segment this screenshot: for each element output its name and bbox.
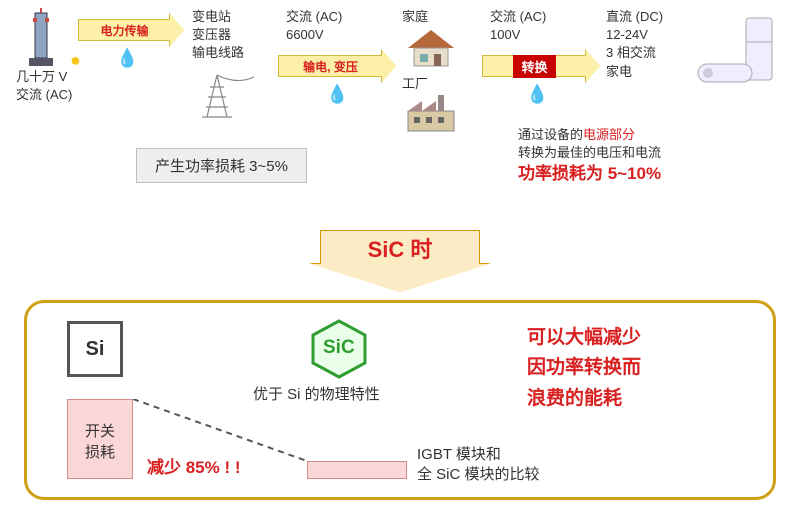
stage1-l1: 几十万 V xyxy=(16,68,72,86)
arrow1-label: 电力传输 xyxy=(100,22,148,39)
powerplant-icon xyxy=(16,8,66,68)
stage1-l2: 交流 (AC) xyxy=(16,86,72,104)
arrow-convert: 转换 xyxy=(482,50,600,82)
igbt-l2: 全 SiC 模块的比较 xyxy=(417,463,540,484)
s3-l2: 6600V xyxy=(286,26,342,44)
bar-l2: 损耗 xyxy=(68,441,132,462)
stage-powerplant: 几十万 V 交流 (AC) ● xyxy=(16,8,72,104)
arrow2-label: 输电, 变压 xyxy=(303,58,358,75)
note-l3: 功率损耗为 5~10% xyxy=(518,162,778,186)
red-benefit: 可以大幅减少 因功率转换而 浪费的能耗 xyxy=(527,323,641,414)
si-box: Si xyxy=(67,321,123,377)
sic-down-arrow: SiC 时 xyxy=(310,230,490,292)
s4-l2: 工厂 xyxy=(402,75,460,93)
stage-dc: 直流 (DC) 12-24V 3 相交流 家电 xyxy=(606,8,663,81)
power-flow-diagram: 几十万 V 交流 (AC) ● 电力传输 💧 变电站 变压器 输电线路 交流 (… xyxy=(16,8,784,218)
stage-100v: 交流 (AC) 100V xyxy=(490,8,546,44)
sic-label: SiC xyxy=(323,337,355,359)
arrow3-label: 转换 xyxy=(513,55,555,78)
appliance-icon xyxy=(696,14,776,117)
comparison-panel: Si SiC 优于 Si 的物理特性 开关 损耗 减少 85% ! ! IGBT… xyxy=(24,300,776,500)
arrow-distribution: 输电, 变压 xyxy=(278,50,396,82)
bar-si: 开关 损耗 xyxy=(67,399,133,479)
note-l1: 通过设备的电源部分 xyxy=(518,126,778,144)
sic-title: SiC 时 xyxy=(368,232,433,264)
s2-l1: 变电站 xyxy=(192,8,262,26)
loss-drop-icon: 💧 xyxy=(526,84,548,105)
igbt-l1: IGBT 模块和 xyxy=(417,443,501,464)
reduce-85: 减少 85% ! ! xyxy=(147,453,241,478)
s2-l2: 变压器 xyxy=(192,26,262,44)
house-icon xyxy=(402,26,460,71)
s5-l1: 交流 (AC) xyxy=(490,8,546,26)
stage-substation: 变电站 变压器 输电线路 xyxy=(192,8,262,124)
arrow-transmission: 电力传输 xyxy=(78,14,184,46)
s4-l1: 家庭 xyxy=(402,8,460,26)
stage-6600v: 交流 (AC) 6600V xyxy=(286,8,342,44)
s3-l1: 交流 (AC) xyxy=(286,8,342,26)
factory-icon xyxy=(402,93,460,136)
s6-l2: 12-24V xyxy=(606,26,663,44)
pylon-icon xyxy=(192,67,262,124)
note-l2: 转换为最佳的电压和电流 xyxy=(518,144,778,162)
bar-l1: 开关 xyxy=(68,420,132,441)
right-note: 通过设备的电源部分 转换为最佳的电压和电流 功率损耗为 5~10% xyxy=(518,126,778,186)
loss-drop-icon: 💧 xyxy=(326,84,348,105)
bar-sic xyxy=(307,461,407,479)
s2-l3: 输电线路 xyxy=(192,44,262,62)
loss-drop-icon: ● xyxy=(70,50,81,71)
stage-home: 家庭 工厂 xyxy=(402,8,460,136)
loss-drop-icon: 💧 xyxy=(116,48,138,69)
s6-l3: 3 相交流 xyxy=(606,44,663,62)
loss-3-5-box: 产生功率损耗 3~5% xyxy=(136,148,307,183)
s5-l2: 100V xyxy=(490,26,546,44)
s6-l1: 直流 (DC) xyxy=(606,8,663,26)
s6-l4: 家电 xyxy=(606,63,663,81)
